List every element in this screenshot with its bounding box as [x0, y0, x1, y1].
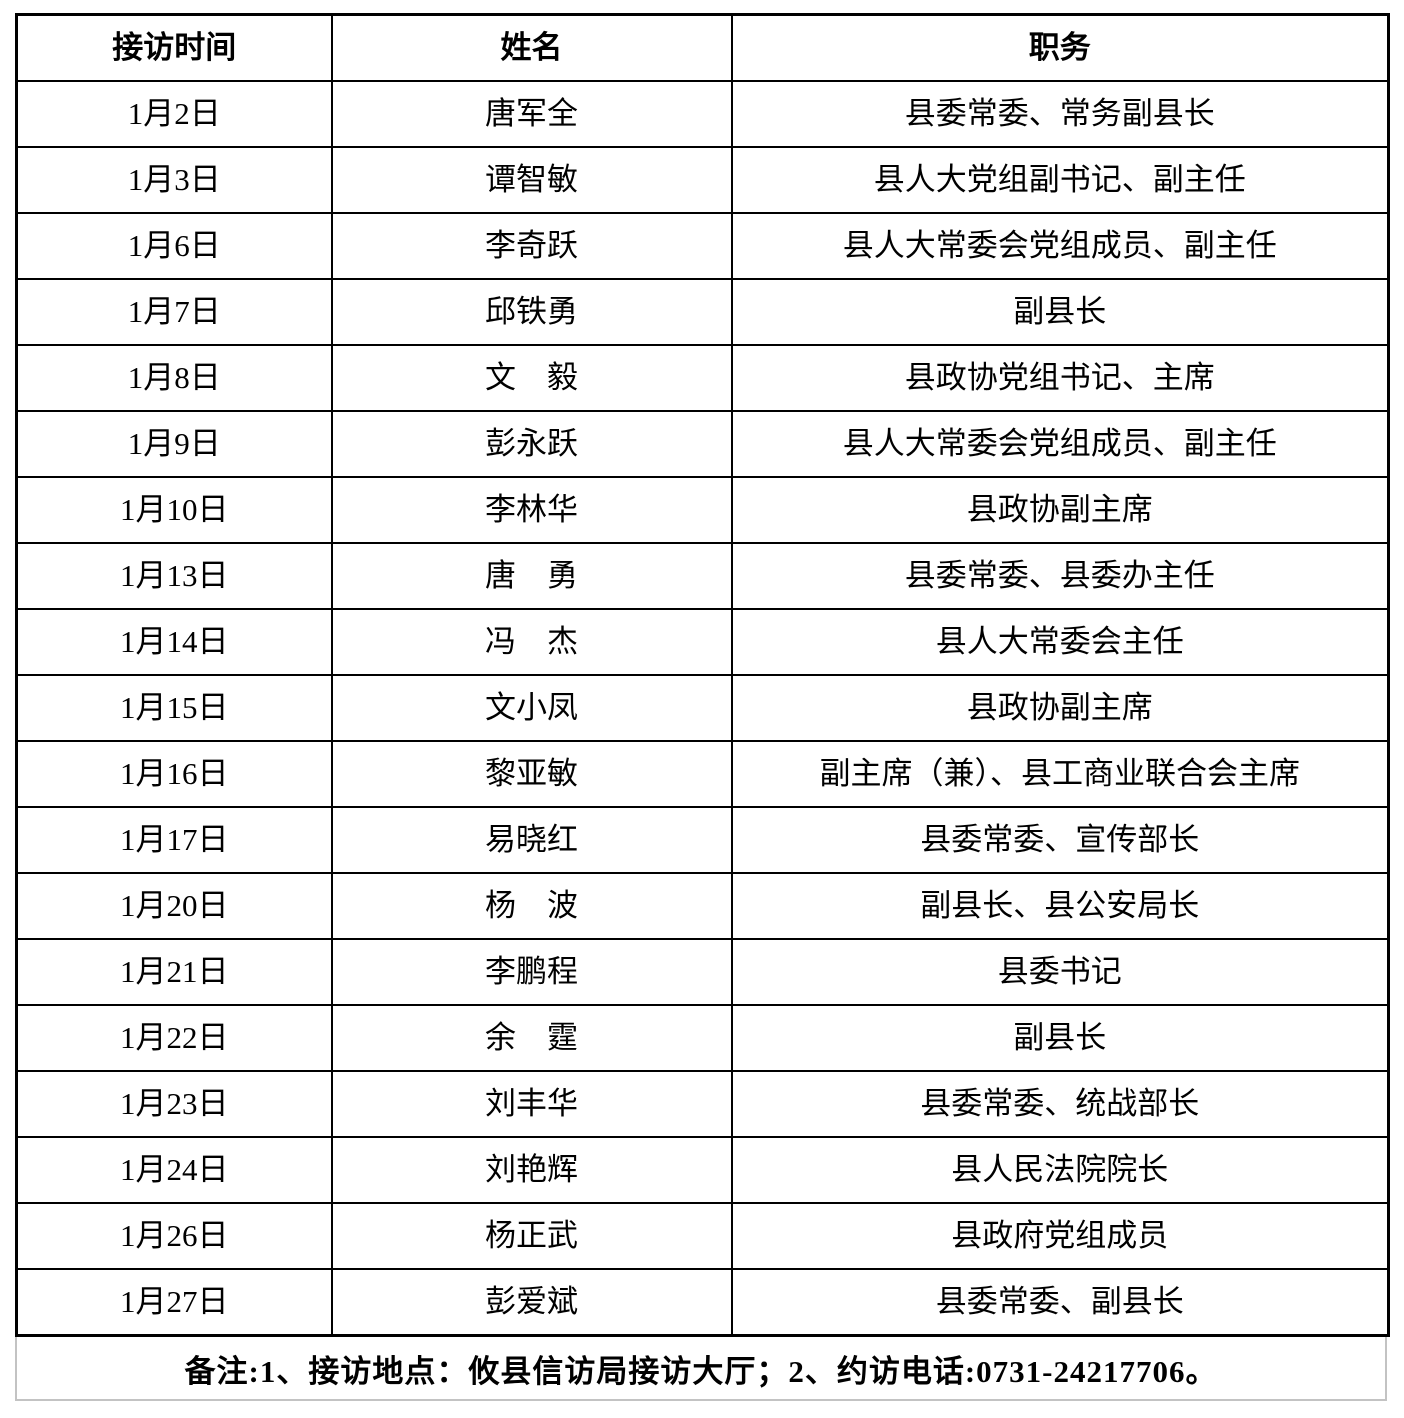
date-cell: 1月9日	[15, 410, 333, 478]
position-cell: 副主席（兼）、县工商业联合会主席	[730, 740, 1390, 808]
position-cell: 县人大常委会主任	[730, 608, 1390, 676]
name-cell: 黎亚敏	[330, 740, 733, 808]
position-cell: 县政府党组成员	[730, 1202, 1390, 1270]
header-position: 职务	[730, 13, 1390, 82]
table-row: 1月21日 李鹏程 县委书记	[15, 938, 1390, 1006]
name-cell: 刘丰华	[330, 1070, 733, 1138]
table-row: 1月14日 冯 杰 县人大常委会主任	[15, 608, 1390, 676]
name-cell: 彭爱斌	[330, 1268, 733, 1337]
table-row: 1月8日 文 毅 县政协党组书记、主席	[15, 344, 1390, 412]
table-body: 1月2日 唐军全 县委常委、常务副县长 1月3日 谭智敏 县人大党组副书记、副主…	[15, 80, 1390, 1337]
date-cell: 1月13日	[15, 542, 333, 610]
position-cell: 县委常委、常务副县长	[730, 80, 1390, 148]
position-cell: 县委常委、统战部长	[730, 1070, 1390, 1138]
table-row: 1月27日 彭爱斌 县委常委、副县长	[15, 1268, 1390, 1337]
table-row: 1月24日 刘艳辉 县人民法院院长	[15, 1136, 1390, 1204]
date-cell: 1月8日	[15, 344, 333, 412]
table-row: 1月13日 唐 勇 县委常委、县委办主任	[15, 542, 1390, 610]
date-cell: 1月6日	[15, 212, 333, 280]
position-cell: 县委常委、宣传部长	[730, 806, 1390, 874]
date-cell: 1月14日	[15, 608, 333, 676]
header-name: 姓名	[330, 13, 733, 82]
position-cell: 县人大党组副书记、副主任	[730, 146, 1390, 214]
position-cell: 县人民法院院长	[730, 1136, 1390, 1204]
date-cell: 1月24日	[15, 1136, 333, 1204]
name-cell: 文小凤	[330, 674, 733, 742]
position-cell: 县政协党组书记、主席	[730, 344, 1390, 412]
position-cell: 县政协副主席	[730, 476, 1390, 544]
name-cell: 李奇跃	[330, 212, 733, 280]
name-cell: 唐军全	[330, 80, 733, 148]
table-row: 1月23日 刘丰华 县委常委、统战部长	[15, 1070, 1390, 1138]
position-cell: 副县长	[730, 278, 1390, 346]
name-cell: 唐 勇	[330, 542, 733, 610]
table-row: 1月17日 易晓红 县委常委、宣传部长	[15, 806, 1390, 874]
header-row: 接访时间 姓名 职务	[15, 13, 1390, 82]
table-row: 1月7日 邱铁勇 副县长	[15, 278, 1390, 346]
name-cell: 余 霆	[330, 1004, 733, 1072]
table-row: 1月9日 彭永跃 县人大常委会党组成员、副主任	[15, 410, 1390, 478]
name-cell: 文 毅	[330, 344, 733, 412]
date-cell: 1月2日	[15, 80, 333, 148]
name-cell: 李林华	[330, 476, 733, 544]
name-cell: 李鹏程	[330, 938, 733, 1006]
name-cell: 谭智敏	[330, 146, 733, 214]
footer-note: 备注:1、接访地点：攸县信访局接访大厅；2、约访电话:0731-24217706…	[15, 1337, 1387, 1401]
table-row: 1月3日 谭智敏 县人大党组副书记、副主任	[15, 146, 1390, 214]
position-cell: 县委书记	[730, 938, 1390, 1006]
name-cell: 易晓红	[330, 806, 733, 874]
date-cell: 1月17日	[15, 806, 333, 874]
date-cell: 1月21日	[15, 938, 333, 1006]
date-cell: 1月27日	[15, 1268, 333, 1337]
position-cell: 副县长	[730, 1004, 1390, 1072]
date-cell: 1月10日	[15, 476, 333, 544]
position-cell: 县委常委、副县长	[730, 1268, 1390, 1337]
position-cell: 县政协副主席	[730, 674, 1390, 742]
table-row: 1月26日 杨正武 县政府党组成员	[15, 1202, 1390, 1270]
name-cell: 冯 杰	[330, 608, 733, 676]
duty-roster: 接访时间 姓名 职务 1月2日 唐军全 县委常委、常务副县长 1月3日 谭智敏 …	[15, 13, 1390, 1401]
date-cell: 1月26日	[15, 1202, 333, 1270]
table-row: 1月6日 李奇跃 县人大常委会党组成员、副主任	[15, 212, 1390, 280]
name-cell: 彭永跃	[330, 410, 733, 478]
name-cell: 杨 波	[330, 872, 733, 940]
table-row: 1月2日 唐军全 县委常委、常务副县长	[15, 80, 1390, 148]
date-cell: 1月7日	[15, 278, 333, 346]
name-cell: 杨正武	[330, 1202, 733, 1270]
position-cell: 县委常委、县委办主任	[730, 542, 1390, 610]
date-cell: 1月3日	[15, 146, 333, 214]
position-cell: 副县长、县公安局长	[730, 872, 1390, 940]
duty-table: 接访时间 姓名 职务 1月2日 唐军全 县委常委、常务副县长 1月3日 谭智敏 …	[15, 13, 1390, 1337]
position-cell: 县人大常委会党组成员、副主任	[730, 212, 1390, 280]
date-cell: 1月15日	[15, 674, 333, 742]
table-row: 1月20日 杨 波 副县长、县公安局长	[15, 872, 1390, 940]
date-cell: 1月22日	[15, 1004, 333, 1072]
table-row: 1月10日 李林华 县政协副主席	[15, 476, 1390, 544]
position-cell: 县人大常委会党组成员、副主任	[730, 410, 1390, 478]
name-cell: 刘艳辉	[330, 1136, 733, 1204]
table-row: 1月22日 余 霆 副县长	[15, 1004, 1390, 1072]
date-cell: 1月23日	[15, 1070, 333, 1138]
table-row: 1月16日 黎亚敏 副主席（兼）、县工商业联合会主席	[15, 740, 1390, 808]
table-row: 1月15日 文小凤 县政协副主席	[15, 674, 1390, 742]
name-cell: 邱铁勇	[330, 278, 733, 346]
date-cell: 1月20日	[15, 872, 333, 940]
date-cell: 1月16日	[15, 740, 333, 808]
header-visit-time: 接访时间	[15, 13, 333, 82]
